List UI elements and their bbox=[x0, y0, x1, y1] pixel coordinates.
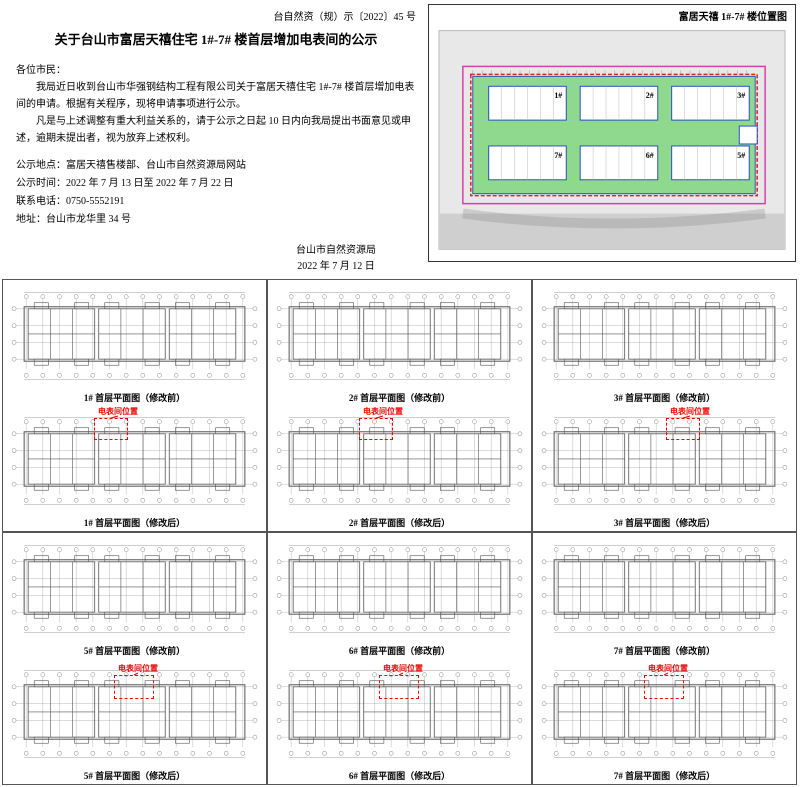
floorplan-after: 电表间位置 bbox=[271, 408, 528, 514]
floorplan-before bbox=[271, 536, 528, 642]
floorplan-after: 电表间位置 bbox=[536, 408, 793, 514]
floorplan-after-caption: 2# 首层平面图（修改后） bbox=[271, 516, 528, 529]
floorplan-cell: 5# 首层平面图（修改前） 电表间位置 5# 首层平面图（修改后） bbox=[2, 532, 267, 785]
siteplan-drawing: 1# 2# 3# 7# 6# 5# bbox=[433, 23, 791, 257]
floorplan-before-caption: 7# 首层平面图（修改前） bbox=[536, 644, 793, 657]
siteplan-frame: 富居天禧 1#-7# 楼位置图 1# 2# 3# 7# 6# 5# bbox=[428, 4, 796, 262]
floorplan-after-caption: 3# 首层平面图（修改后） bbox=[536, 516, 793, 529]
floorplan-before bbox=[271, 283, 528, 389]
floorplan-before-caption: 3# 首层平面图（修改前） bbox=[536, 391, 793, 404]
svg-text:7#: 7# bbox=[554, 151, 562, 160]
paragraph-2: 凡是与上述调整有重大利益关系的，请于公示之日起 10 日内向我局提出书面意见或申… bbox=[16, 113, 416, 147]
floorplan-before-caption: 6# 首层平面图（修改前） bbox=[271, 644, 528, 657]
floorplan-cell: 7# 首层平面图（修改前） 电表间位置 7# 首层平面图（修改后） bbox=[532, 532, 797, 785]
floorplan-after-caption: 5# 首层平面图（修改后） bbox=[6, 769, 263, 782]
floorplan-after: 电表间位置 bbox=[271, 661, 528, 767]
floorplan-cell: 2# 首层平面图（修改前） 电表间位置 2# 首层平面图（修改后） bbox=[267, 279, 532, 532]
floorplan-after: 电表间位置 bbox=[536, 661, 793, 767]
signature-org: 台山市自然资源局 bbox=[296, 243, 376, 259]
floorplan-after-caption: 1# 首层平面图（修改后） bbox=[6, 516, 263, 529]
page-root: 台自然资（规）示〔2022〕45 号 关于台山市富居天禧住宅 1#-7# 楼首层… bbox=[0, 0, 800, 787]
floorplan-cell: 6# 首层平面图（修改前） 电表间位置 6# 首层平面图（修改后） bbox=[267, 532, 532, 785]
paragraph-1: 我局近日收到台山市华强钢结构工程有限公司关于富居天禧住宅 1#-7# 楼首层增加… bbox=[16, 79, 416, 113]
floorplan-before bbox=[536, 283, 793, 389]
floorplan-cell: 1# 首层平面图（修改前） 电表间位置 1# 首层平面图（修改后） bbox=[2, 279, 267, 532]
document-number: 台自然资（规）示〔2022〕45 号 bbox=[16, 8, 416, 23]
meta-addr: 地址：台山市龙华里 34 号 bbox=[16, 211, 416, 229]
siteplan-column: 富居天禧 1#-7# 楼位置图 1# 2# 3# 7# 6# 5# bbox=[428, 0, 800, 279]
floorplan-after-caption: 6# 首层平面图（修改后） bbox=[271, 769, 528, 782]
floorplan-after: 电表间位置 bbox=[6, 408, 263, 514]
svg-text:3#: 3# bbox=[737, 91, 745, 100]
svg-text:1#: 1# bbox=[554, 91, 562, 100]
floorplan-before bbox=[6, 283, 263, 389]
meta-block: 公示地点：富居天禧售楼部、台山市自然资源局网站 公示时间：2022 年 7 月 … bbox=[16, 157, 416, 229]
floorplan-before bbox=[536, 536, 793, 642]
svg-text:5#: 5# bbox=[737, 151, 745, 160]
meta-location: 公示地点：富居天禧售楼部、台山市自然资源局网站 bbox=[16, 157, 416, 175]
siteplan-title: 富居天禧 1#-7# 楼位置图 bbox=[679, 8, 787, 23]
floorplan-before-caption: 5# 首层平面图（修改前） bbox=[6, 644, 263, 657]
svg-text:6#: 6# bbox=[646, 151, 654, 160]
floorplan-before bbox=[6, 536, 263, 642]
floorplan-before-caption: 2# 首层平面图（修改前） bbox=[271, 391, 528, 404]
meta-tel: 联系电话：0750-5552191 bbox=[16, 193, 416, 211]
notice-column: 台自然资（规）示〔2022〕45 号 关于台山市富居天禧住宅 1#-7# 楼首层… bbox=[0, 0, 428, 279]
signature-date: 2022 年 7 月 12 日 bbox=[296, 259, 376, 275]
notice-body: 各位市民： 我局近日收到台山市华强钢结构工程有限公司关于富居天禧住宅 1#-7#… bbox=[16, 62, 416, 147]
meta-time: 公示时间：2022 年 7 月 13 日至 2022 年 7 月 22 日 bbox=[16, 175, 416, 193]
top-row: 台自然资（规）示〔2022〕45 号 关于台山市富居天禧住宅 1#-7# 楼首层… bbox=[0, 0, 800, 279]
notice-title: 关于台山市富居天禧住宅 1#-7# 楼首层增加电表间的公示 bbox=[16, 29, 416, 48]
floorplan-after: 电表间位置 bbox=[6, 661, 263, 767]
salutation: 各位市民： bbox=[16, 65, 66, 76]
floorplan-grid: 1# 首层平面图（修改前） 电表间位置 1# 首层平面图（修改后） 2# 首层平… bbox=[0, 279, 800, 787]
svg-text:2#: 2# bbox=[646, 91, 654, 100]
floorplan-cell: 3# 首层平面图（修改前） 电表间位置 3# 首层平面图（修改后） bbox=[532, 279, 797, 532]
floorplan-before-caption: 1# 首层平面图（修改前） bbox=[6, 391, 263, 404]
signature-block: 台山市自然资源局 2022 年 7 月 12 日 bbox=[16, 243, 416, 275]
floorplan-after-caption: 7# 首层平面图（修改后） bbox=[536, 769, 793, 782]
